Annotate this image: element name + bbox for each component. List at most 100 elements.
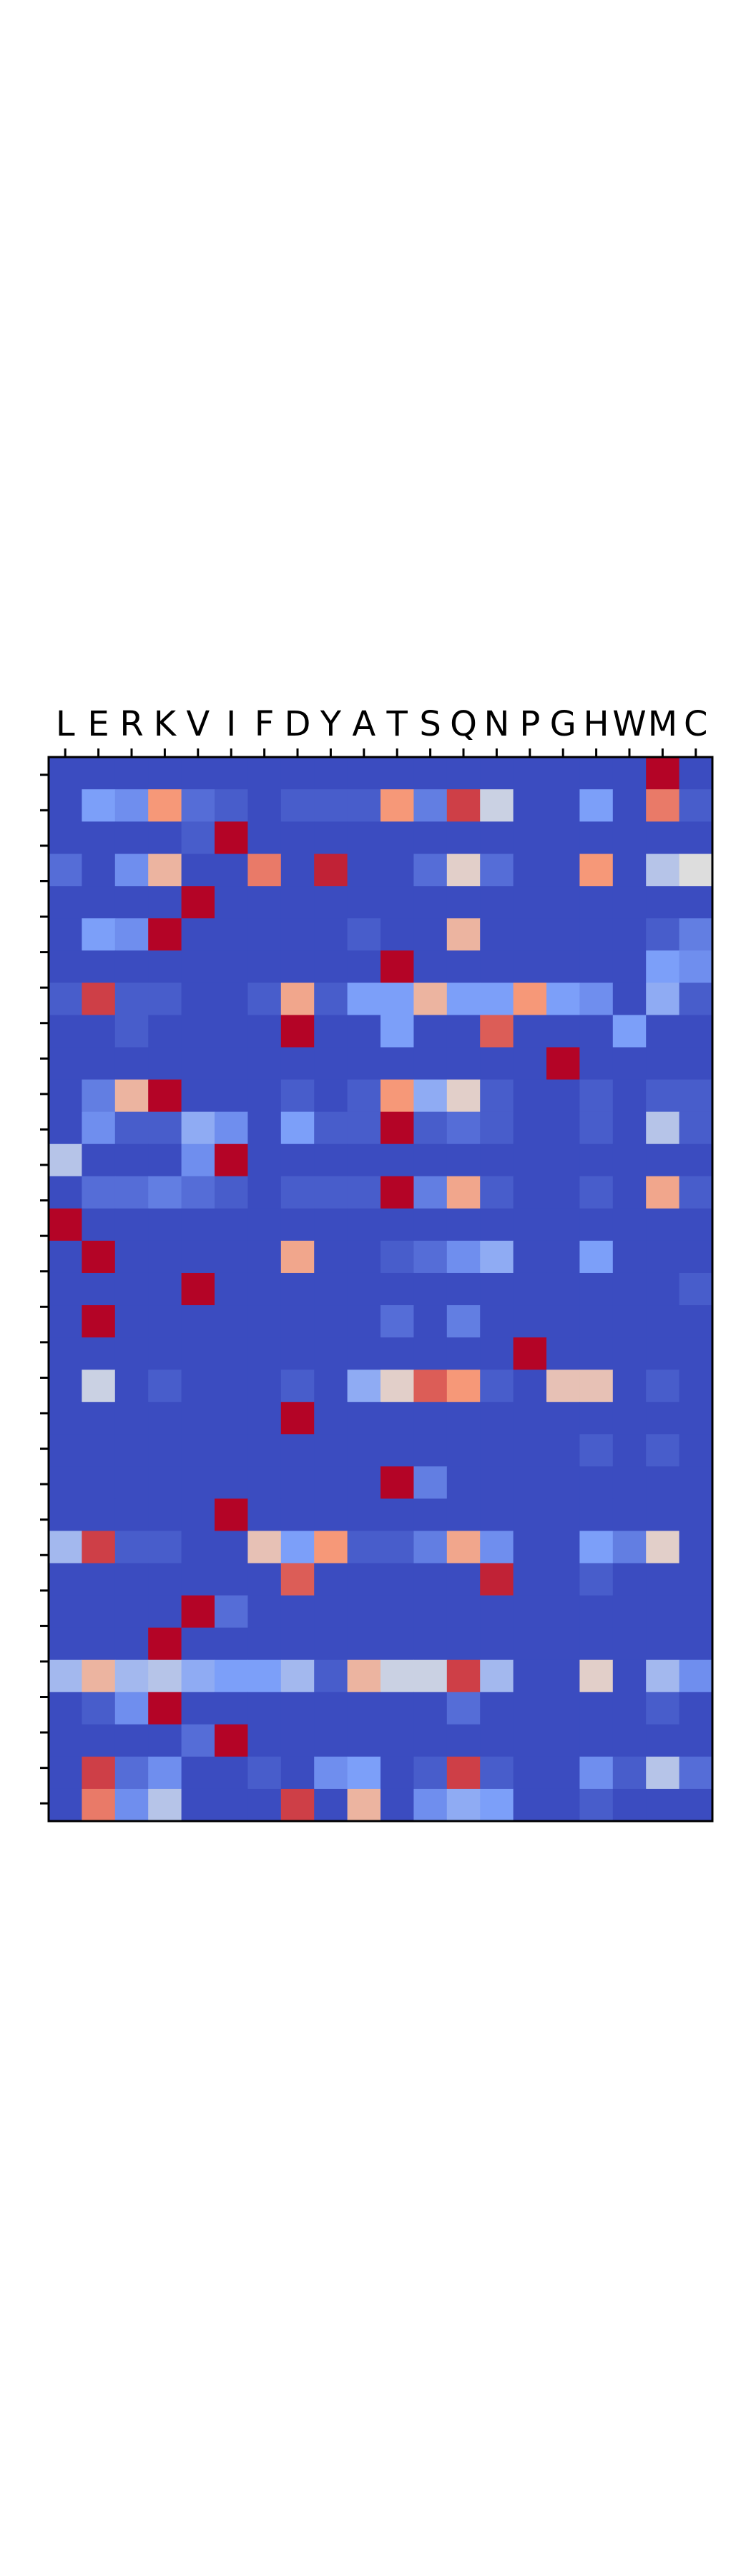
heatmap-cell — [114, 1047, 149, 1080]
x-tick-label: C — [684, 704, 708, 744]
heatmap-cell — [579, 1659, 614, 1693]
x-tick-label: A — [352, 704, 376, 744]
heatmap-cell — [679, 1272, 713, 1306]
heatmap-cell — [546, 1337, 580, 1370]
heatmap-cell — [314, 1659, 348, 1693]
heatmap-cell — [381, 821, 414, 854]
heatmap-cell — [546, 1143, 580, 1177]
heatmap-cell — [82, 1208, 116, 1241]
heatmap-cell — [82, 1563, 116, 1596]
heatmap-cell — [280, 1788, 315, 1822]
heatmap-cell — [413, 1337, 448, 1370]
heatmap-cell — [646, 1724, 680, 1757]
heatmap-cell — [314, 1337, 348, 1370]
heatmap-cell — [579, 1434, 614, 1467]
heatmap-cell — [612, 1111, 647, 1145]
heatmap-cell — [546, 757, 580, 790]
heatmap-cell — [646, 886, 680, 919]
heatmap-cell — [314, 1466, 348, 1499]
heatmap-cell — [546, 1370, 580, 1402]
heatmap-cell — [513, 1208, 547, 1241]
heatmap-cell — [181, 1498, 215, 1532]
heatmap-cell — [381, 1047, 414, 1080]
heatmap-cell — [579, 1111, 614, 1145]
heatmap-cell — [49, 1466, 82, 1499]
heatmap-cell — [480, 886, 514, 919]
heatmap-cell — [646, 1788, 680, 1822]
heatmap-cell — [247, 950, 282, 984]
heatmap-cell — [381, 1208, 414, 1241]
heatmap-cell — [181, 1337, 215, 1370]
heatmap-cell — [181, 1111, 215, 1145]
heatmap-cell — [314, 1756, 348, 1790]
heatmap-cell — [579, 1015, 614, 1048]
heatmap-cell — [49, 1756, 82, 1790]
heatmap-cell — [513, 1143, 547, 1177]
heatmap-cell — [513, 1434, 547, 1467]
heatmap-cell — [247, 1724, 282, 1757]
heatmap-cell — [247, 1402, 282, 1435]
heatmap-cell — [215, 1595, 248, 1629]
heatmap-cell — [347, 1208, 381, 1241]
heatmap-cell — [49, 1305, 82, 1338]
heatmap-cell — [612, 757, 647, 790]
heatmap-cell — [480, 1466, 514, 1499]
heatmap-cell — [181, 1563, 215, 1596]
heatmap-cell — [114, 1143, 149, 1177]
heatmap-cell — [49, 757, 82, 790]
heatmap-cell — [280, 789, 315, 822]
heatmap-cell — [247, 1627, 282, 1661]
heatmap-cell — [513, 1305, 547, 1338]
heatmap-cell — [114, 1756, 149, 1790]
heatmap-cell — [314, 1692, 348, 1725]
heatmap-cell — [612, 1337, 647, 1370]
heatmap-cell — [513, 1756, 547, 1790]
heatmap-cell — [381, 757, 414, 790]
heatmap-cell — [546, 789, 580, 822]
heatmap-cell — [82, 1498, 116, 1532]
heatmap-cell — [679, 1498, 713, 1532]
heatmap-cell — [480, 821, 514, 854]
heatmap-cell — [247, 886, 282, 919]
heatmap-cell — [148, 1047, 182, 1080]
heatmap-cell — [148, 1627, 182, 1661]
heatmap-cell — [546, 1208, 580, 1241]
heatmap-cell — [181, 1079, 215, 1113]
heatmap-cell — [413, 757, 448, 790]
heatmap-cell — [181, 1240, 215, 1274]
heatmap-cell — [546, 1595, 580, 1629]
heatmap-cell — [280, 1272, 315, 1306]
heatmap-cell — [247, 982, 282, 1016]
heatmap-cell — [446, 1240, 481, 1274]
heatmap-cell — [612, 854, 647, 887]
heatmap-cell — [148, 1531, 182, 1564]
heatmap-cell — [215, 1305, 248, 1338]
heatmap-cell — [215, 757, 248, 790]
heatmap-cell — [546, 982, 580, 1016]
heatmap-cell — [413, 1756, 448, 1790]
heatmap-cell — [280, 1176, 315, 1209]
heatmap-cell — [480, 854, 514, 887]
heatmap-cell — [181, 1788, 215, 1822]
heatmap-cell — [82, 918, 116, 951]
heatmap-cell — [579, 1305, 614, 1338]
heatmap-cell — [347, 950, 381, 984]
heatmap-cell — [579, 886, 614, 919]
heatmap-cell — [347, 918, 381, 951]
heatmap-cell — [480, 1627, 514, 1661]
heatmap-cell — [49, 950, 82, 984]
heatmap-cell — [114, 1563, 149, 1596]
heatmap-cell — [148, 789, 182, 822]
heatmap-cell — [49, 918, 82, 951]
heatmap-cell — [446, 1498, 481, 1532]
heatmap-cell — [413, 1692, 448, 1725]
heatmap-cell — [413, 854, 448, 887]
heatmap-cell — [446, 1305, 481, 1338]
heatmap-cell — [215, 1563, 248, 1596]
heatmap-cell — [381, 1015, 414, 1048]
heatmap-cell — [347, 1079, 381, 1113]
heatmap-cell — [247, 1176, 282, 1209]
x-tick-label: L — [56, 704, 75, 744]
heatmap-cell — [148, 1176, 182, 1209]
heatmap-cell — [314, 1531, 348, 1564]
